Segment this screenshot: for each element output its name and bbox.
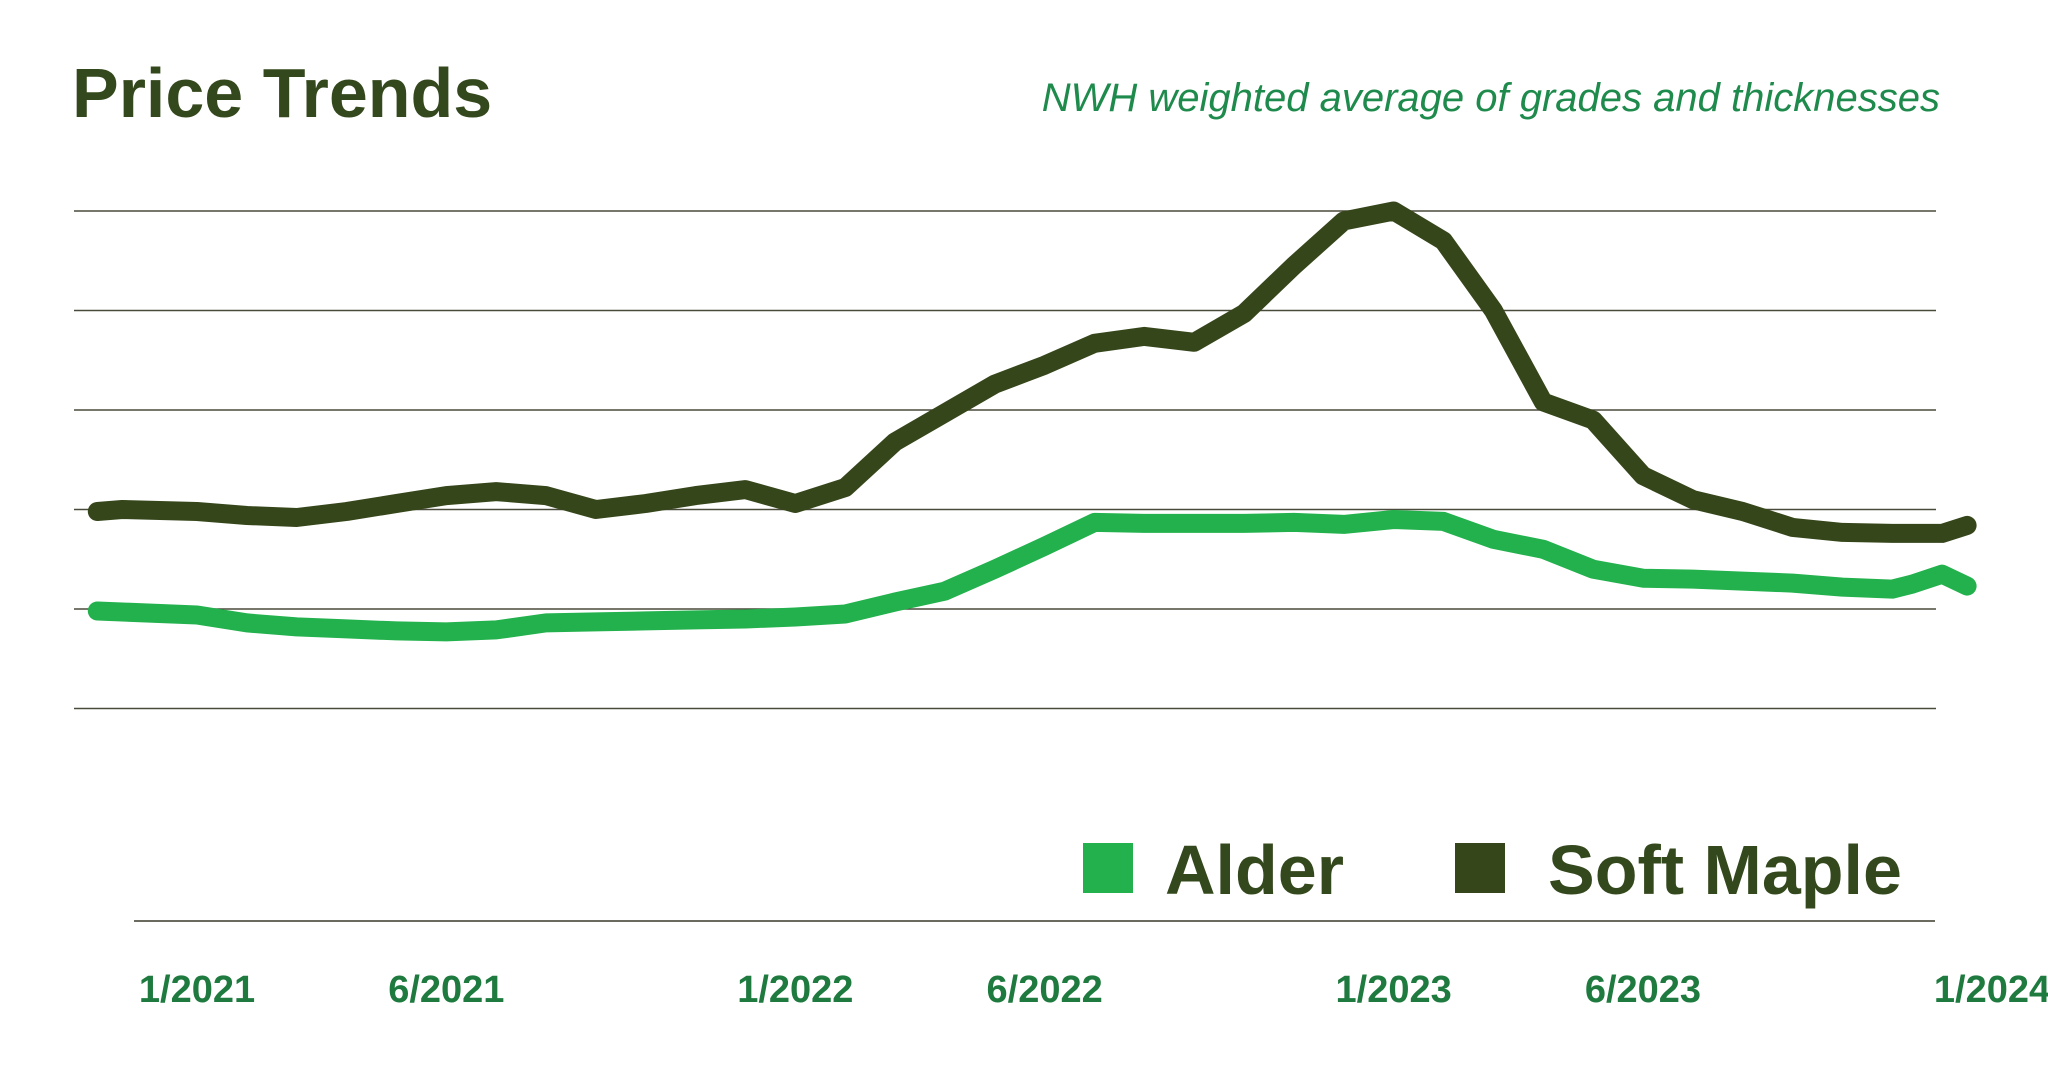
x-tick-label-1: 6/2021 (388, 969, 504, 1011)
x-tick-labels: 1/2021 6/2021 1/2022 6/2022 1/2023 6/2023 1/20… (139, 969, 2048, 1011)
legend-label-alder: Alder (1165, 831, 1344, 909)
series-line-alder (87, 510, 1977, 642)
legend: Alder Soft Maple (1083, 831, 1902, 909)
legend-swatch-alder (1083, 843, 1133, 893)
x-tick-label-2: 1/2022 (737, 969, 853, 1011)
x-tick-label-5: 6/2023 (1585, 969, 1701, 1011)
x-tick-label-4: 1/2023 (1336, 969, 1452, 1011)
chart-subtitle: NWH weighted average of grades and thick… (1042, 76, 1940, 120)
legend-swatch-soft-maple (1455, 843, 1505, 893)
x-tick-label-3: 6/2022 (987, 969, 1103, 1011)
x-tick-label-0: 1/2021 (139, 969, 255, 1011)
x-tick-label-6: 1/2024 (1934, 969, 2048, 1011)
chart-title: Price Trends (72, 54, 492, 132)
series-group (87, 201, 1977, 642)
legend-label-soft-maple: Soft Maple (1548, 831, 1902, 909)
series-line-soft-maple (87, 201, 1977, 543)
